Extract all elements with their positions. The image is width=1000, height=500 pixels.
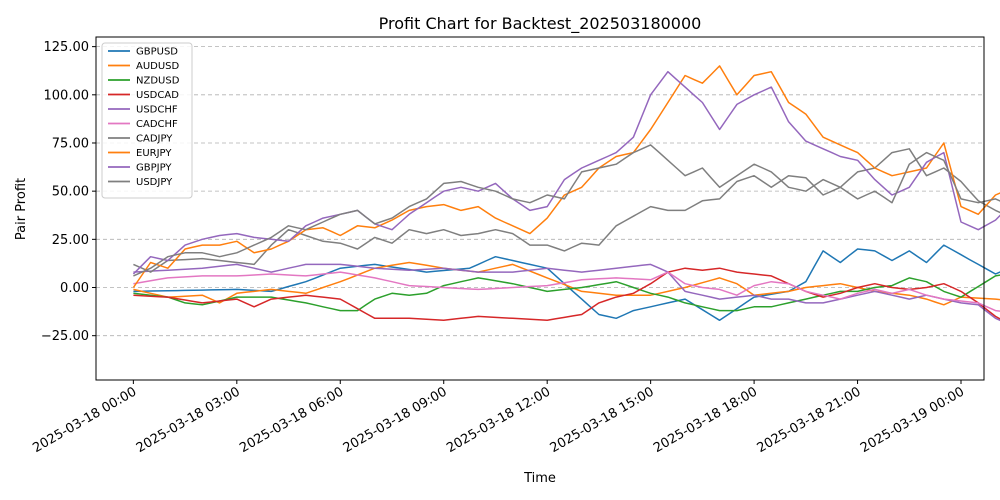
series-line-eurjpy bbox=[132, 65, 1000, 288]
y-tick-label: 50.00 bbox=[52, 185, 89, 200]
y-tick-label: 25.00 bbox=[52, 233, 89, 248]
x-axis-title: Time bbox=[523, 471, 556, 486]
y-tick-label: 75.00 bbox=[52, 136, 89, 151]
legend-label: AUDUSD bbox=[136, 61, 180, 72]
legend-label: NZDUSD bbox=[136, 76, 180, 87]
legend-label: CADCHF bbox=[136, 119, 178, 130]
series-line-usdchf bbox=[133, 263, 1000, 322]
chart-title: Profit Chart for Backtest_202503180000 bbox=[379, 14, 702, 34]
series-line-audusd bbox=[133, 261, 1000, 306]
series-line-cadjpy bbox=[133, 148, 1000, 273]
y-axis: −25.00 0.00 25.00 50.00 75.00 100.00 125.00 bbox=[41, 40, 96, 344]
y-tick-label: 100.00 bbox=[44, 88, 90, 103]
legend-label: CADJPY bbox=[136, 134, 173, 145]
legend-box bbox=[101, 42, 193, 199]
y-tick-label: −25.00 bbox=[41, 329, 89, 344]
plot-area-frame bbox=[95, 36, 985, 381]
legend-label: GBPJPY bbox=[136, 163, 172, 174]
y-tick-label: 125.00 bbox=[44, 40, 90, 55]
series-line-nzdusd bbox=[133, 274, 1000, 312]
series-line-cadchf bbox=[133, 271, 1000, 312]
y-tick-label: 0.00 bbox=[60, 281, 89, 296]
legend-label: USDCHF bbox=[136, 105, 178, 116]
legend-label: GBPUSD bbox=[136, 47, 178, 58]
y-gridlines bbox=[96, 46, 984, 337]
y-axis-title: Pair Profit bbox=[14, 178, 29, 240]
legend-label: EURJPY bbox=[136, 148, 172, 159]
series-line-usdjpy bbox=[133, 144, 1000, 277]
legend-label: USDCAD bbox=[136, 90, 179, 101]
series-lines bbox=[132, 65, 1000, 322]
legend: GBPUSD AUDUSD NZDUSD USDCAD USDCHF CADCHF CADJ… bbox=[101, 42, 193, 199]
legend-label: USDJPY bbox=[136, 177, 173, 188]
